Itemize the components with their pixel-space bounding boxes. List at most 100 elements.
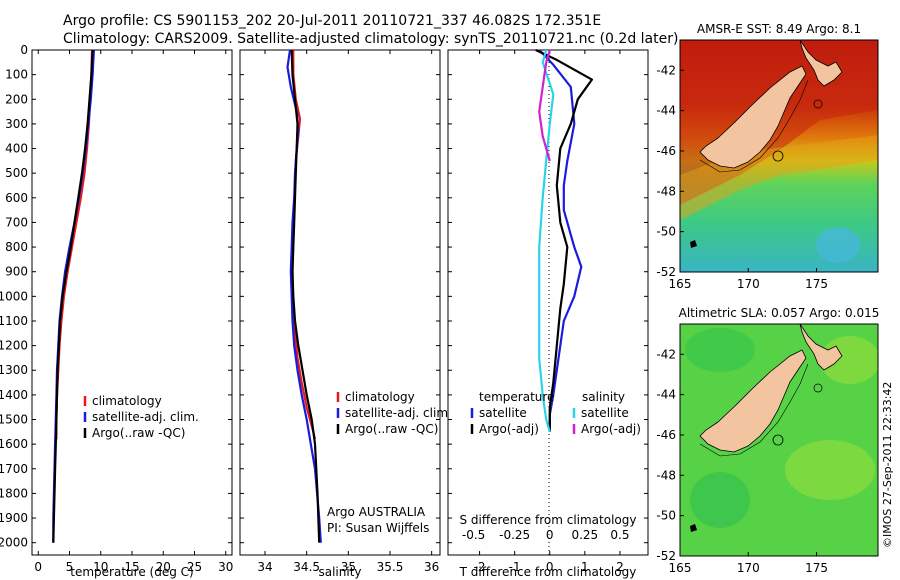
difference-panel: -2 -1 0 1 2 -0.5 -0.25 0 0.25 0.5 S difference f… [447, 49, 649, 579]
bathymetry-contour [699, 363, 809, 457]
depth-tick-label: 400 [5, 142, 28, 156]
x-tick-label: 10 [93, 560, 108, 574]
north-island-landmass [799, 40, 843, 87]
difference-legend: temperature salinity satellite Argo(-adj… [470, 390, 641, 436]
sla-map-title: Altimetric SLA: 0.057 Argo: 0.015 [679, 306, 880, 320]
imos-credit: ©IMOS 27-Sep-2011 22:33:42 [881, 382, 894, 548]
longitude-tick-label: 170 [737, 561, 760, 575]
sla-map-frame [679, 323, 879, 557]
x-tick-label: -1 [509, 560, 521, 574]
legend-label-climatology: climatology [345, 390, 415, 404]
difference-depth-ticks [448, 49, 648, 544]
float-position-marker [772, 150, 784, 162]
x-tick-label: 30 [218, 560, 233, 574]
depth-axis-ticks: 0 100 200 300 400 500 600 700 800 900 1000 1100 1200… [0, 43, 232, 550]
seamount-contour [813, 383, 823, 393]
latitude-tick-label: -42 [656, 63, 676, 77]
difference-axes [447, 49, 649, 556]
x-tick-label: 0 [546, 560, 554, 574]
s-diff-tick-label: -0.5 [462, 528, 485, 542]
float-position-marker [772, 434, 784, 446]
longitude-tick-label: 175 [805, 277, 828, 291]
sst-front [680, 135, 878, 220]
legend-label-argo: Argo(..raw -QC) [92, 426, 185, 440]
x-tick-label: 36 [424, 560, 439, 574]
latitude-tick-label: -48 [656, 184, 676, 198]
argo-program-label: Argo AUSTRALIA [327, 505, 426, 519]
x-tick-label: 35.5 [377, 560, 404, 574]
legend-title-salinity: salinity [582, 390, 625, 404]
temperature-legend: climatology satellite-adj. clim. Argo(..… [83, 394, 199, 440]
legend-title-temperature: temperature [479, 390, 554, 404]
depth-tick-label: 700 [5, 215, 28, 229]
sst-map-frame [679, 39, 879, 273]
legend-label-argo: Argo(..raw -QC) [345, 422, 438, 436]
legend-label-sal-satellite: satellite [581, 406, 629, 420]
difference-series [535, 49, 594, 433]
legend-label-temp-satellite: satellite [479, 406, 527, 420]
x-tick-label: 34 [257, 560, 272, 574]
x-tick-label: 15 [124, 560, 139, 574]
s-diff-tick-label: -0.25 [499, 528, 530, 542]
depth-tick-label: 800 [5, 240, 28, 254]
bathymetry-contour [699, 79, 809, 173]
s-diff-tick-label: 0.25 [571, 528, 598, 542]
figure-title-line1: Argo profile: CS 5901153_202 20-Jul-2011… [63, 13, 601, 29]
legend-label-climatology: climatology [92, 394, 162, 408]
latitude-tick-label: -52 [656, 265, 676, 279]
x-tick-label: 0 [34, 560, 42, 574]
salinity-xlabel: salinity [318, 565, 361, 579]
sst-map-ticks: 165 170 175 -42 -44 -46 -48 -50 -52 [656, 63, 828, 291]
series-line-argo-raw-qc- [52, 49, 94, 543]
temperature-axis-ticks: 0 5 10 15 20 25 30 [34, 50, 233, 574]
salinity-panel: 34 34.5 35 35.5 36 salinity climatology sate… [239, 49, 452, 579]
longitude-tick-label: 165 [669, 277, 692, 291]
salinity-depth-ticks [240, 49, 440, 544]
x-tick-label: 1 [581, 560, 589, 574]
depth-tick-label: 1000 [0, 289, 28, 303]
depth-tick-label: 1900 [0, 511, 28, 525]
x-tick-label: 25 [187, 560, 202, 574]
sst-map-title: AMSR-E SST: 8.49 Argo: 8.1 [697, 22, 861, 36]
sla-map-ticks: 165 170 175 -42 -44 -46 -48 -50 -52 [656, 347, 828, 575]
salinity-series [286, 49, 322, 543]
depth-tick-label: 0 [20, 43, 28, 57]
x-tick-label: -2 [474, 560, 486, 574]
legend-label-sal-argo: Argo(-adj) [581, 422, 641, 436]
salinity-legend: climatology satellite-adj. clim. Argo(..… [336, 390, 452, 436]
latitude-tick-label: -44 [656, 104, 676, 118]
s-difference-label: S difference from climatology [460, 513, 637, 527]
latitude-tick-label: -44 [656, 388, 676, 402]
longitude-tick-label: 170 [737, 277, 760, 291]
depth-tick-label: 1200 [0, 339, 28, 353]
salinity-axes [239, 49, 441, 556]
sla-high-patch [785, 440, 875, 500]
t-difference-label: T difference from climatology [459, 565, 637, 579]
legend-label-satellite: satellite-adj. clim. [345, 406, 452, 420]
x-tick-label: 35 [341, 560, 356, 574]
temperature-panel: 0100200300400500600700800900100011001200… [0, 43, 233, 579]
x-tick-label: 34.5 [293, 560, 320, 574]
south-island-landmass [699, 65, 807, 169]
depth-tick-label: 1500 [0, 413, 28, 427]
latitude-tick-label: -48 [656, 468, 676, 482]
x-tick-label: 20 [156, 560, 171, 574]
depth-tick-label: 1800 [0, 486, 28, 500]
island-landmass [690, 240, 697, 248]
depth-tick-label: 300 [5, 117, 28, 131]
sla-low-patch [690, 472, 750, 528]
depth-tick-label: 1600 [0, 437, 28, 451]
legend-label-satellite: satellite-adj. clim. [92, 410, 199, 424]
longitude-tick-label: 165 [669, 561, 692, 575]
temperature-series [52, 49, 95, 543]
sla-low-patch [685, 328, 755, 372]
depth-tick-label: 500 [5, 166, 28, 180]
sst-cold-patch [816, 227, 860, 263]
depth-tick-label: 900 [5, 265, 28, 279]
seamount-contour [813, 99, 823, 109]
latitude-tick-label: -46 [656, 428, 676, 442]
south-island-landmass [699, 349, 807, 453]
depth-tick-label: 1300 [0, 363, 28, 377]
series-line-salinity-satellite [538, 49, 555, 433]
